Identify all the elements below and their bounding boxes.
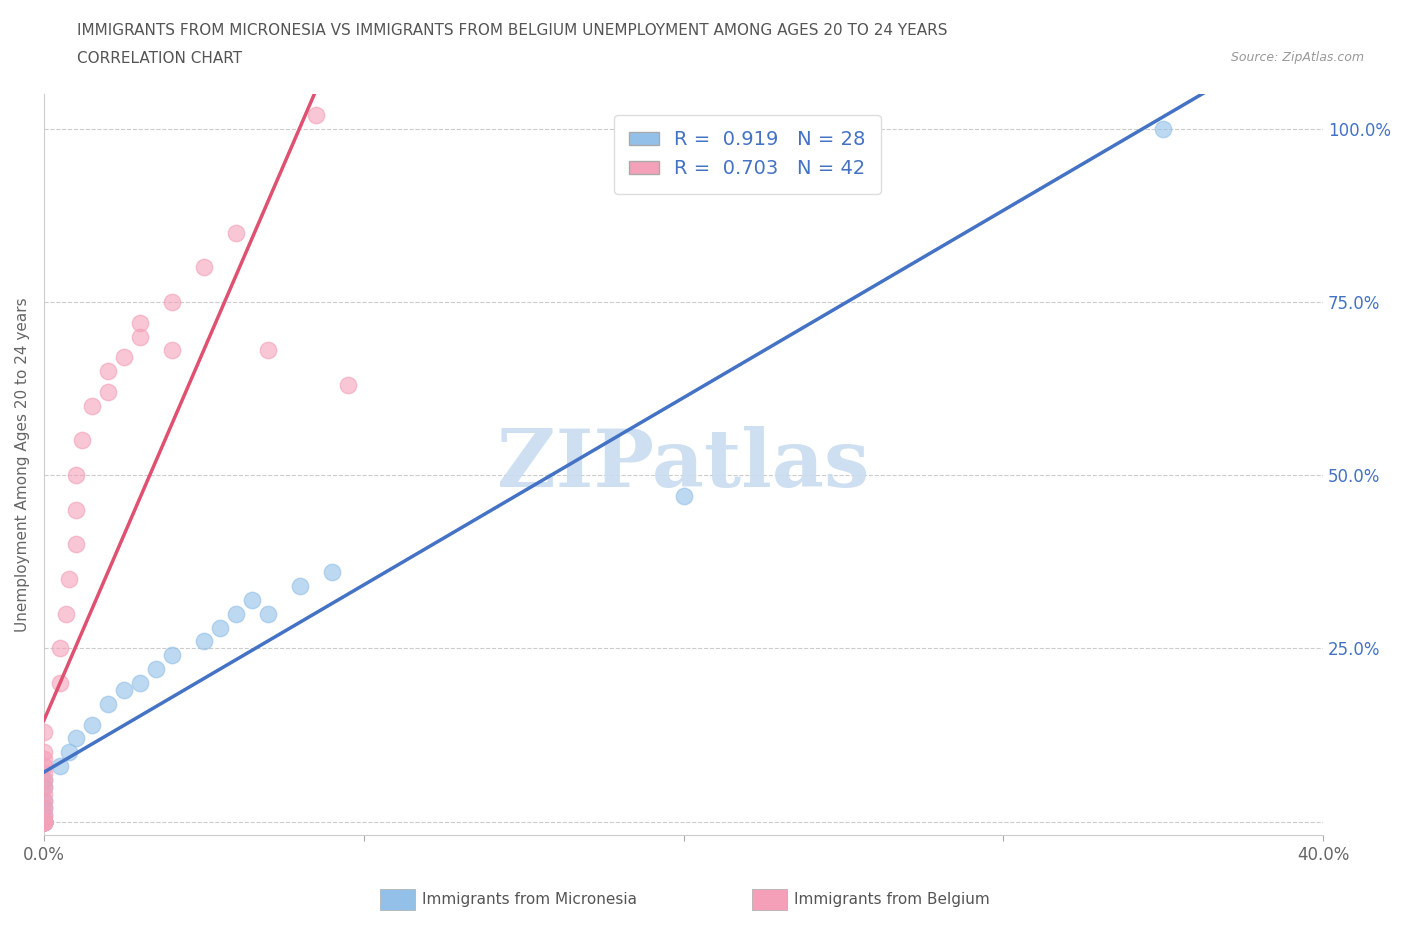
Point	[32, 814, 55, 829]
Point	[32, 724, 55, 739]
Point	[97, 364, 120, 379]
Point	[32, 801, 55, 816]
Point	[32, 814, 55, 829]
Point	[112, 683, 135, 698]
Point	[32, 814, 55, 829]
Point	[32, 793, 55, 808]
Point	[160, 648, 183, 663]
Point	[32, 814, 55, 829]
Point	[32, 745, 55, 760]
Point	[32, 814, 55, 829]
Point	[32, 814, 55, 829]
Point	[80, 717, 103, 732]
Point	[32, 814, 55, 829]
Point	[336, 378, 359, 392]
Point	[32, 814, 55, 829]
Point	[58, 745, 80, 760]
Text: ZIPatlas: ZIPatlas	[498, 426, 870, 504]
Point	[128, 329, 150, 344]
Point	[65, 468, 87, 483]
Point	[32, 814, 55, 829]
Point	[128, 675, 150, 690]
Text: Immigrants from Micronesia: Immigrants from Micronesia	[422, 892, 637, 907]
Point	[97, 384, 120, 399]
Point	[65, 502, 87, 517]
Point	[160, 295, 183, 310]
Legend: R =  0.919   N = 28, R =  0.703   N = 42: R = 0.919 N = 28, R = 0.703 N = 42	[614, 115, 882, 193]
Point	[55, 606, 77, 621]
Point	[32, 814, 55, 829]
Point	[1152, 121, 1174, 136]
Point	[32, 814, 55, 829]
Point	[49, 641, 72, 656]
Point	[32, 773, 55, 788]
Point	[256, 606, 278, 621]
Point	[32, 773, 55, 788]
Point	[305, 107, 328, 122]
Point	[32, 814, 55, 829]
Point	[32, 807, 55, 822]
Y-axis label: Unemployment Among Ages 20 to 24 years: Unemployment Among Ages 20 to 24 years	[15, 298, 30, 632]
Point	[49, 759, 72, 774]
Point	[49, 675, 72, 690]
Point	[193, 259, 215, 274]
Point	[58, 572, 80, 587]
Point	[288, 578, 311, 593]
Point	[32, 751, 55, 766]
Point	[97, 697, 120, 711]
Point	[225, 606, 247, 621]
Point	[32, 814, 55, 829]
Point	[128, 315, 150, 330]
Point	[32, 765, 55, 780]
Point	[672, 488, 695, 503]
Text: Immigrants from Belgium: Immigrants from Belgium	[794, 892, 990, 907]
Point	[112, 350, 135, 365]
Point	[145, 662, 167, 677]
Text: Source: ZipAtlas.com: Source: ZipAtlas.com	[1230, 51, 1364, 64]
Point	[65, 537, 87, 551]
Point	[160, 343, 183, 358]
Point	[225, 225, 247, 240]
Point	[208, 620, 231, 635]
Point	[32, 807, 55, 822]
Point	[32, 779, 55, 794]
Point	[65, 731, 87, 746]
Point	[32, 814, 55, 829]
Text: CORRELATION CHART: CORRELATION CHART	[77, 51, 242, 66]
Point	[32, 787, 55, 802]
Point	[32, 814, 55, 829]
Text: IMMIGRANTS FROM MICRONESIA VS IMMIGRANTS FROM BELGIUM UNEMPLOYMENT AMONG AGES 20: IMMIGRANTS FROM MICRONESIA VS IMMIGRANTS…	[77, 23, 948, 38]
Point	[32, 801, 55, 816]
Point	[72, 433, 94, 448]
Point	[32, 759, 55, 774]
Point	[32, 779, 55, 794]
Point	[256, 343, 278, 358]
Point	[32, 793, 55, 808]
Point	[240, 592, 263, 607]
Point	[80, 398, 103, 413]
Point	[321, 565, 343, 579]
Point	[193, 634, 215, 649]
